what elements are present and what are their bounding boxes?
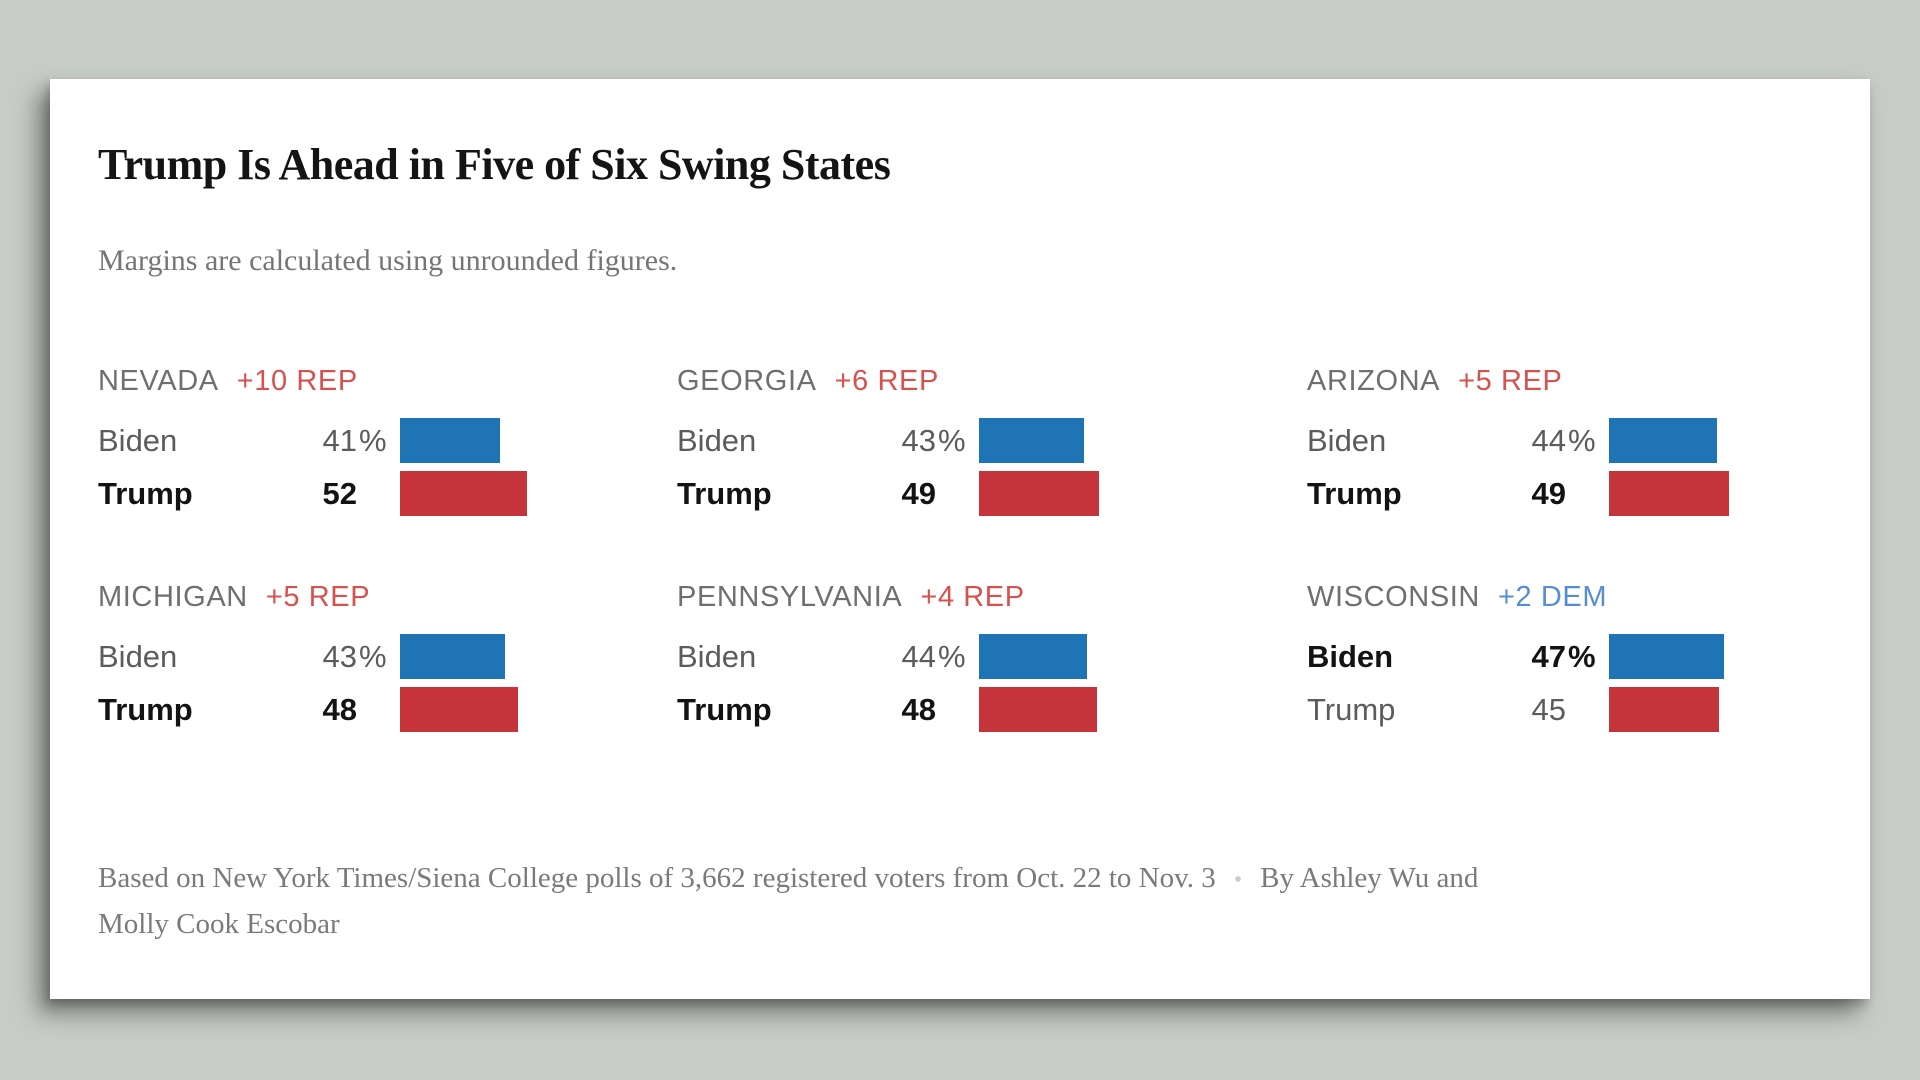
candidate-label: Trump bbox=[677, 691, 772, 727]
state-header: GEORGIA +6 REP bbox=[677, 366, 1222, 396]
chart-footer: Based on New York Times/Siena College po… bbox=[98, 856, 1533, 946]
state-name: PENNSYLVANIA bbox=[677, 581, 903, 613]
percent-sign: % bbox=[938, 638, 966, 674]
chart-title: Trump Is Ahead in Five of Six Swing Stat… bbox=[98, 140, 891, 189]
state-name: MICHIGAN bbox=[98, 581, 248, 613]
state-name: ARIZONA bbox=[1307, 365, 1441, 397]
state-header: NEVADA +10 REP bbox=[98, 366, 643, 396]
candidate-label: Biden bbox=[98, 638, 178, 674]
biden-bar bbox=[400, 634, 505, 679]
percent-sign: % bbox=[938, 422, 966, 458]
biden-bar bbox=[1609, 634, 1724, 679]
biden-value: 44 bbox=[901, 638, 936, 674]
state-margin: +5 REP bbox=[1458, 365, 1563, 397]
biden-value: 43 bbox=[322, 638, 357, 674]
state-panel-georgia: GEORGIA +6 REP Biden 43 % Trump 49 bbox=[677, 366, 1222, 524]
candidate-label: Biden bbox=[1307, 638, 1394, 674]
state-name: NEVADA bbox=[98, 365, 219, 397]
state-header: ARIZONA +5 REP bbox=[1307, 366, 1852, 396]
state-panel-arizona: ARIZONA +5 REP Biden 44 % Trump 49 bbox=[1307, 366, 1852, 524]
state-panel-pennsylvania: PENNSYLVANIA +4 REP Biden 44 % Trump 48 bbox=[677, 582, 1222, 740]
candidate-label: Trump bbox=[98, 475, 193, 511]
trump-value: 52 bbox=[322, 475, 357, 511]
candidate-label: Trump bbox=[1307, 691, 1396, 727]
bullet-separator: • bbox=[1233, 867, 1243, 894]
percent-sign: % bbox=[1568, 422, 1596, 458]
state-margin: +4 REP bbox=[920, 581, 1025, 613]
candidate-label: Trump bbox=[1307, 475, 1402, 511]
candidate-label: Trump bbox=[677, 475, 772, 511]
state-margin: +2 DEM bbox=[1497, 581, 1608, 613]
trump-row: Trump 45 bbox=[1307, 687, 1852, 732]
biden-bar bbox=[1609, 418, 1717, 463]
biden-value: 44 bbox=[1531, 422, 1566, 458]
candidate-label: Biden bbox=[677, 422, 757, 458]
biden-row: Biden 44 % bbox=[677, 634, 1222, 679]
trump-row: Trump 49 bbox=[1307, 471, 1852, 516]
trump-bar bbox=[1609, 471, 1729, 516]
trump-bar bbox=[400, 687, 518, 732]
trump-value: 48 bbox=[901, 691, 936, 727]
trump-row: Trump 48 bbox=[98, 687, 643, 732]
percent-sign: % bbox=[359, 638, 387, 674]
state-header: MICHIGAN +5 REP bbox=[98, 582, 643, 612]
trump-value: 45 bbox=[1531, 691, 1566, 727]
biden-bar bbox=[400, 418, 500, 463]
biden-row: Biden 43 % bbox=[677, 418, 1222, 463]
candidate-label: Biden bbox=[1307, 422, 1387, 458]
state-panel-wisconsin: WISCONSIN +2 DEM Biden 47 % Trump 45 bbox=[1307, 582, 1852, 740]
percent-sign: % bbox=[359, 422, 387, 458]
biden-row: Biden 41 % bbox=[98, 418, 643, 463]
byline: By Ashley Wu and Molly Cook Escobar bbox=[98, 862, 1479, 941]
percent-sign: % bbox=[1568, 638, 1596, 674]
candidate-label: Trump bbox=[98, 691, 193, 727]
state-name: WISCONSIN bbox=[1307, 581, 1480, 613]
chart-subtitle: Margins are calculated using unrounded f… bbox=[98, 244, 678, 277]
state-name: GEORGIA bbox=[677, 365, 817, 397]
trump-bar bbox=[1609, 687, 1719, 732]
biden-value: 41 bbox=[322, 422, 357, 458]
trump-value: 49 bbox=[901, 475, 936, 511]
biden-bar bbox=[979, 418, 1084, 463]
state-margin: +10 REP bbox=[236, 365, 358, 397]
source-note: Based on New York Times/Siena College po… bbox=[98, 862, 1216, 894]
biden-row: Biden 44 % bbox=[1307, 418, 1852, 463]
chart-card: Trump Is Ahead in Five of Six Swing Stat… bbox=[50, 79, 1870, 999]
biden-row: Biden 43 % bbox=[98, 634, 643, 679]
state-header: WISCONSIN +2 DEM bbox=[1307, 582, 1852, 612]
candidate-label: Biden bbox=[677, 638, 757, 674]
state-margin: +6 REP bbox=[834, 365, 939, 397]
state-header: PENNSYLVANIA +4 REP bbox=[677, 582, 1222, 612]
trump-bar bbox=[979, 687, 1097, 732]
biden-value: 43 bbox=[901, 422, 936, 458]
biden-row: Biden 47 % bbox=[1307, 634, 1852, 679]
trump-value: 48 bbox=[322, 691, 357, 727]
biden-value: 47 bbox=[1531, 638, 1566, 674]
biden-bar bbox=[979, 634, 1087, 679]
state-margin: +5 REP bbox=[265, 581, 371, 613]
trump-bar bbox=[979, 471, 1099, 516]
trump-bar bbox=[400, 471, 527, 516]
trump-value: 49 bbox=[1531, 475, 1566, 511]
trump-row: Trump 49 bbox=[677, 471, 1222, 516]
trump-row: Trump 52 bbox=[98, 471, 643, 516]
trump-row: Trump 48 bbox=[677, 687, 1222, 732]
candidate-label: Biden bbox=[98, 422, 178, 458]
state-panel-nevada: NEVADA +10 REP Biden 41 % Trump 52 bbox=[98, 366, 643, 524]
state-panel-michigan: MICHIGAN +5 REP Biden 43 % Trump 48 bbox=[98, 582, 643, 740]
